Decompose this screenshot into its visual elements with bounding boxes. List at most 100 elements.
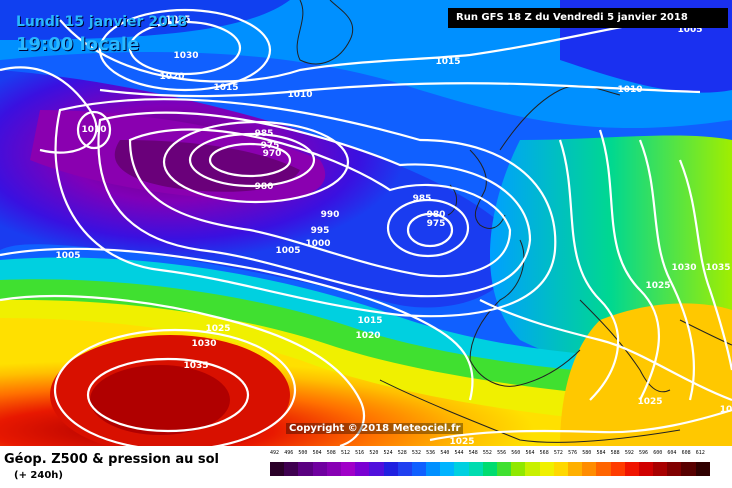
scale-tick-label: 576 — [568, 450, 578, 456]
scale-tick-label: 492 — [270, 450, 280, 456]
isobar-line — [53, 328, 297, 446]
scale-swatch — [681, 462, 696, 476]
scale-swatch — [426, 462, 441, 476]
footer-bar: Géop. Z500 & pression au sol (+ 240h) 49… — [0, 446, 732, 488]
scale-swatch — [340, 462, 356, 476]
scale-tick-label: 608 — [681, 450, 691, 456]
scale-tick-label: 568 — [539, 450, 549, 456]
scale-tick-label: 556 — [497, 450, 507, 456]
copyright: Copyright © 2018 Meteociel.fr — [286, 423, 464, 434]
scale-swatch — [482, 462, 497, 476]
isobar-label: 1000 — [305, 239, 330, 249]
isobar-label: 1030 — [173, 51, 198, 61]
field-southeast-warm — [560, 303, 732, 446]
isobar-label: 1035 — [705, 263, 730, 273]
coast-greenland — [296, 0, 353, 65]
isobar-label: 1010 — [617, 85, 642, 95]
isobar-label: 1015 — [435, 57, 460, 67]
isobar-line — [98, 8, 272, 92]
isobar-label: 10 — [720, 405, 732, 415]
coast-britain — [469, 149, 506, 229]
isobar-line — [406, 212, 454, 248]
scale-tick-label: 560 — [511, 450, 521, 456]
isobar-label: 1005 — [275, 246, 300, 256]
scale-swatch — [411, 462, 427, 476]
field-trough-deep — [114, 140, 300, 192]
scale-tick-label: 596 — [639, 450, 649, 456]
isobar-line — [97, 111, 532, 298]
isobar-line — [678, 159, 732, 371]
scale-swatch — [567, 462, 583, 476]
scale-tick-label: 544 — [454, 450, 464, 456]
isobar-line — [0, 247, 474, 401]
isobar-line — [638, 139, 696, 401]
coast-italy — [579, 299, 671, 393]
scale-swatch — [695, 462, 710, 476]
scale-swatch — [312, 462, 327, 476]
isobar-line — [128, 128, 512, 278]
chart-subtitle: (+ 240h) — [14, 470, 63, 481]
isobar-label: 1030 — [191, 339, 216, 349]
scale-swatch — [511, 462, 526, 476]
scale-swatch — [539, 462, 554, 476]
isobar-line — [0, 66, 98, 154]
isobar-line — [479, 299, 732, 402]
scale-tick-label: 524 — [383, 450, 393, 456]
scale-swatch — [497, 462, 512, 476]
scale-swatch — [582, 462, 597, 476]
scale-swatch — [355, 462, 370, 476]
isobar-line — [188, 132, 316, 188]
isobar-label: 980 — [427, 210, 446, 220]
scale-tick-label: 508 — [326, 450, 336, 456]
isobar-label: 990 — [321, 210, 340, 220]
isobar-line — [208, 142, 292, 178]
map-canvas: 1025 1030 1020 1015 1010 1015 1010 1005 … — [0, 0, 732, 446]
isobar-label: 985 — [413, 194, 432, 204]
scale-tick-label: 516 — [355, 450, 365, 456]
scale-swatch — [326, 462, 341, 476]
scale-swatch — [440, 462, 455, 476]
scale-swatch — [596, 462, 611, 476]
isobar-label: 1005 — [55, 251, 80, 261]
scale-swatch — [653, 462, 668, 476]
isobar-label: 1025 — [165, 15, 190, 25]
isobar-lines — [0, 8, 732, 446]
scale-swatch — [667, 462, 682, 476]
valid-time: 19:00 locale — [16, 34, 140, 55]
isobar-line — [86, 357, 250, 433]
coast-iberia-france — [469, 239, 581, 387]
isobar-line — [598, 129, 660, 401]
isobar-line — [54, 98, 557, 318]
scale-tick-label: 532 — [411, 450, 421, 456]
scale-swatch — [610, 462, 625, 476]
scale-tick-label: 612 — [695, 450, 705, 456]
isobar-label: 970 — [263, 149, 282, 159]
scale-tick-label: 552 — [482, 450, 492, 456]
valid-date: Lundi 15 janvier 2018 — [16, 14, 188, 30]
isobar-labels: 1025 1030 1020 1015 1010 1015 1010 1005 … — [55, 15, 732, 446]
isobar-label: 1030 — [671, 263, 696, 273]
scale-swatches — [270, 462, 710, 476]
scale-tick-label: 592 — [624, 450, 634, 456]
scale-swatch — [369, 462, 384, 476]
isobar-line — [429, 408, 732, 442]
scale-swatch — [298, 462, 313, 476]
scale-tick-label: 512 — [340, 450, 350, 456]
scale-tick-label: 500 — [298, 450, 308, 456]
scale-tick-label: 540 — [440, 450, 450, 456]
scale-tick-label: 604 — [667, 450, 677, 456]
isobar-label: 980 — [255, 182, 274, 192]
run-info: Run GFS 18 Z du Vendredi 5 janvier 2018 — [448, 8, 728, 28]
isobar-line — [128, 20, 242, 76]
isobar-label: 1025 — [449, 437, 474, 446]
scale-tick-label: 564 — [525, 450, 535, 456]
scale-tick-label: 520 — [369, 450, 379, 456]
isobar-label: 975 — [427, 219, 446, 229]
scale-tick-label: 496 — [284, 450, 294, 456]
scale-swatch — [454, 462, 469, 476]
scale-tick-label: 600 — [653, 450, 663, 456]
scale-tick-label: 528 — [397, 450, 407, 456]
isobar-label: 1025 — [205, 324, 230, 334]
coastlines — [296, 0, 732, 443]
scale-tick-label: 536 — [426, 450, 436, 456]
